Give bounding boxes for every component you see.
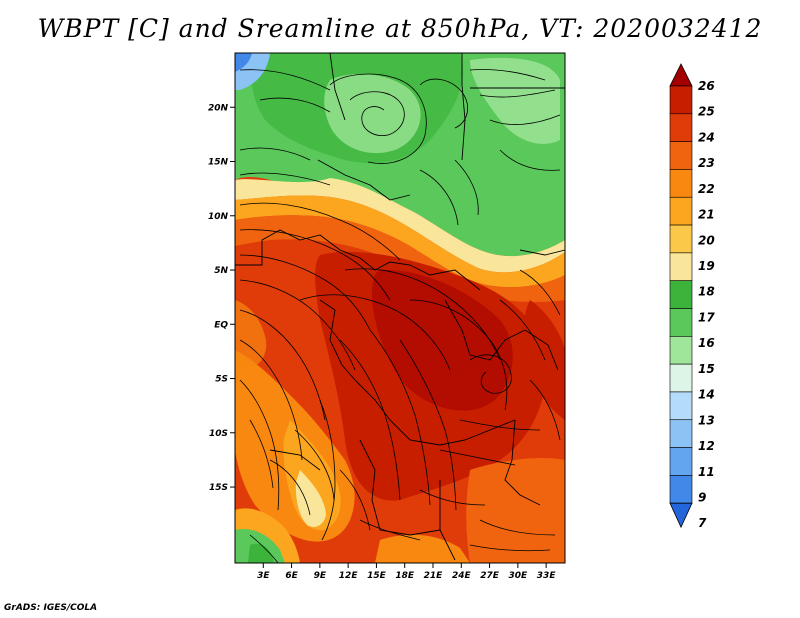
colorbar-label: 13 [698, 413, 715, 427]
colorbar-label: 14 [698, 388, 715, 402]
map-title: WBPT [C] and Sreamline at 850hPa, VT: 20… [37, 14, 763, 43]
colorbar-top-arrow [669, 63, 693, 87]
colorbar-label: 11 [698, 465, 715, 479]
colorbar-label: 19 [698, 259, 715, 273]
colorbar-swatch [669, 363, 693, 393]
grads-credit: GrADS: IGES/COLA [4, 603, 98, 613]
colorbar-label: 26 [698, 79, 715, 93]
lon-tick-label: 30E [509, 571, 529, 581]
lon-tick-label: 18E [395, 571, 415, 581]
colorbar-label: 9 [698, 490, 706, 504]
lon-tick-label: 33E [537, 571, 557, 581]
lat-tick-label: 20N [208, 103, 229, 113]
colorbar-swatch [669, 391, 693, 421]
colorbar-swatch [669, 447, 693, 476]
colorbar-swatch [669, 113, 693, 142]
colorbar-label: 18 [698, 285, 715, 299]
latitude-axis: 20N 15N 10N 5N EQ 5S 10S 15S [208, 103, 235, 493]
lon-tick-label: 9E [314, 571, 327, 581]
colorbar-swatch [669, 169, 693, 198]
colorbar-swatch [669, 336, 693, 365]
colorbar-label: 15 [698, 362, 715, 376]
lon-tick-label: 21E [424, 571, 444, 581]
colorbar-label: 17 [698, 310, 715, 324]
colorbar-swatch [669, 419, 693, 448]
colorbar-label: 12 [698, 439, 715, 453]
colorbar-label: 20 [698, 233, 715, 247]
colorbar-label: 24 [698, 130, 715, 144]
colorbar-swatch [669, 141, 693, 170]
longitude-axis: 3E 6E 9E 12E 15E 18E 21E 24E 27E 30E 33E [257, 563, 556, 581]
plot-frame [234, 52, 566, 564]
lon-tick-label: 6E [285, 571, 298, 581]
lat-tick-label: 15N [208, 158, 229, 168]
colorbar-swatch [669, 475, 693, 504]
lat-tick-label: 5S [215, 375, 228, 385]
lon-tick-label: 15E [367, 571, 387, 581]
colorbar-bottom-arrow [669, 502, 693, 529]
lat-tick-label: 10S [209, 429, 228, 439]
streamlines [239, 69, 561, 563]
colorbar-swatch [669, 85, 693, 115]
colorbar-label: 21 [698, 208, 715, 222]
colorbar-label: 16 [698, 336, 715, 350]
colorbar: 26 25 24 23 22 21 20 19 18 17 16 15 14 13 12 11 9 7 [669, 63, 715, 530]
lat-tick-label: 10N [208, 212, 229, 222]
colorbar-swatch [669, 224, 693, 254]
colorbar-swatch [669, 280, 693, 309]
lon-tick-label: 24E [452, 571, 472, 581]
colorbar-swatch [669, 308, 693, 337]
country-borders [235, 53, 565, 561]
colorbar-label: 7 [698, 516, 707, 530]
lon-tick-label: 12E [339, 571, 359, 581]
lat-tick-label: 5N [214, 266, 228, 276]
colorbar-swatch [669, 252, 693, 281]
colorbar-label: 23 [698, 156, 715, 170]
wbpt-field [235, 53, 565, 563]
lat-tick-label: 15S [209, 483, 228, 493]
lon-tick-label: 27E [480, 571, 500, 581]
colorbar-swatch [669, 196, 693, 226]
colorbar-label: 22 [698, 182, 715, 196]
colorbar-label: 25 [698, 105, 715, 119]
lat-tick-label: EQ [214, 320, 228, 330]
lon-tick-label: 3E [257, 571, 270, 581]
